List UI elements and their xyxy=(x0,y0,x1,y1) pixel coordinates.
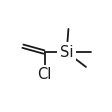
Text: Si: Si xyxy=(59,45,73,60)
Text: Cl: Cl xyxy=(37,67,52,82)
